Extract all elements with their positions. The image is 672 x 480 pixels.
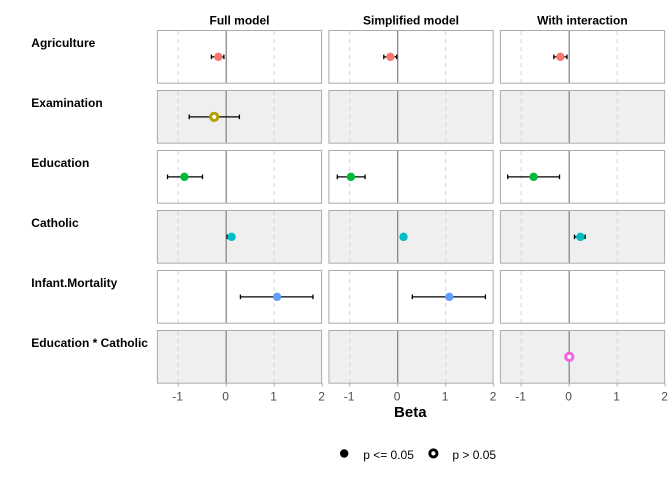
svg-text:Beta: Beta [394,404,427,421]
svg-text:p <= 0.05: p <= 0.05 [363,448,414,462]
svg-text:-1: -1 [344,389,355,403]
svg-text:Education * Catholic: Education * Catholic [31,336,148,350]
svg-text:0: 0 [394,389,401,403]
svg-text:-1: -1 [515,389,526,403]
svg-text:Examination: Examination [31,96,102,110]
svg-text:0: 0 [222,389,229,403]
svg-text:Infant.Mortality: Infant.Mortality [31,276,117,290]
svg-text:With interaction: With interaction [537,13,628,27]
svg-text:Education: Education [31,156,89,170]
svg-text:2: 2 [318,389,325,403]
svg-text:Full model: Full model [210,13,270,27]
svg-text:Simplified model: Simplified model [363,13,459,27]
svg-text:1: 1 [270,389,277,403]
svg-text:0: 0 [565,389,572,403]
svg-text:2: 2 [490,389,497,403]
svg-text:1: 1 [442,389,449,403]
svg-text:2: 2 [661,389,668,403]
svg-text:p > 0.05: p > 0.05 [452,448,496,462]
svg-text:Agriculture: Agriculture [31,36,95,50]
svg-text:-1: -1 [172,389,183,403]
svg-text:Catholic: Catholic [31,216,79,230]
svg-text:1: 1 [613,389,620,403]
